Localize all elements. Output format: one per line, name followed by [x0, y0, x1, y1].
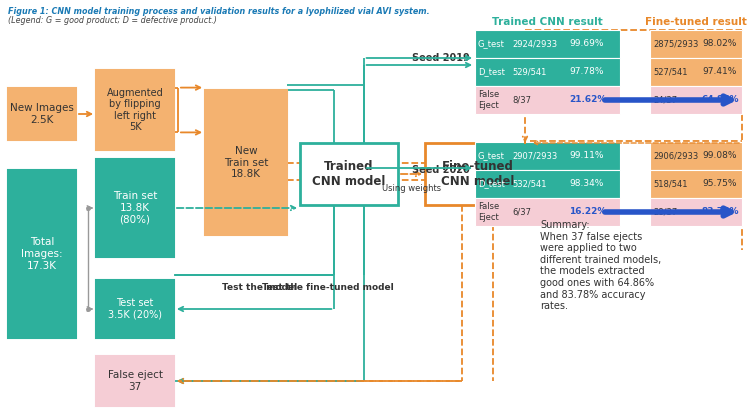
FancyBboxPatch shape — [475, 86, 620, 114]
Text: Fine-tuned result: Fine-tuned result — [645, 17, 747, 27]
Text: Trained
CNN model: Trained CNN model — [312, 160, 386, 188]
Text: Test the fine-tuned model: Test the fine-tuned model — [262, 283, 394, 292]
Text: D_test: D_test — [478, 68, 505, 76]
FancyBboxPatch shape — [475, 30, 620, 58]
Text: G_test: G_test — [478, 39, 505, 48]
Text: 2906/2933: 2906/2933 — [653, 152, 698, 160]
Text: Test the model: Test the model — [221, 283, 297, 292]
Text: (Legend: G = good product; D = defective product.): (Legend: G = good product; D = defective… — [8, 16, 217, 25]
FancyBboxPatch shape — [650, 198, 742, 226]
Text: D_test: D_test — [478, 179, 505, 189]
FancyBboxPatch shape — [475, 198, 620, 226]
FancyBboxPatch shape — [8, 170, 76, 338]
Text: New Images
2.5K: New Images 2.5K — [10, 103, 74, 125]
Text: 2924/2933: 2924/2933 — [512, 39, 557, 48]
Text: False eject
37: False eject 37 — [107, 370, 163, 392]
Text: 64.86%: 64.86% — [702, 95, 740, 105]
FancyBboxPatch shape — [650, 58, 742, 86]
FancyBboxPatch shape — [475, 142, 620, 170]
Text: 99.69%: 99.69% — [569, 39, 604, 48]
Text: New
Train set
18.8K: New Train set 18.8K — [224, 146, 268, 179]
Text: Trained CNN result: Trained CNN result — [492, 17, 603, 27]
Text: Total
Images:
17.3K: Total Images: 17.3K — [21, 237, 63, 270]
Text: 99.11%: 99.11% — [569, 152, 604, 160]
FancyBboxPatch shape — [96, 280, 174, 338]
Text: 518/541: 518/541 — [653, 179, 688, 189]
Text: Augmented
by flipping
left right
5K: Augmented by flipping left right 5K — [106, 88, 164, 132]
Text: Train set
13.8K
(80%): Train set 13.8K (80%) — [112, 192, 158, 225]
Text: 529/541: 529/541 — [512, 68, 546, 76]
Text: 98.02%: 98.02% — [702, 39, 736, 48]
Text: 97.41%: 97.41% — [702, 68, 736, 76]
Text: False
Eject: False Eject — [478, 90, 500, 110]
Text: Test set
3.5K (20%): Test set 3.5K (20%) — [108, 298, 162, 320]
Text: 99.08%: 99.08% — [702, 152, 736, 160]
Text: 8/37: 8/37 — [512, 95, 531, 105]
Text: False
Eject: False Eject — [478, 202, 500, 222]
Text: 28/37: 28/37 — [653, 207, 677, 216]
Text: 98.34%: 98.34% — [569, 179, 603, 189]
Text: Figure 1: CNN model training process and validation results for a lyophilized vi: Figure 1: CNN model training process and… — [8, 7, 430, 16]
Text: 95.75%: 95.75% — [702, 179, 736, 189]
FancyBboxPatch shape — [205, 90, 287, 235]
FancyBboxPatch shape — [425, 143, 530, 205]
FancyBboxPatch shape — [650, 86, 742, 114]
FancyBboxPatch shape — [96, 159, 174, 257]
Text: Summary:
When 37 false ejects
were applied to two
different trained models,
the : Summary: When 37 false ejects were appli… — [540, 220, 662, 311]
Text: 527/541: 527/541 — [653, 68, 688, 76]
Text: Using weights: Using weights — [382, 184, 441, 193]
Text: G_test: G_test — [478, 152, 505, 160]
FancyBboxPatch shape — [650, 170, 742, 198]
Text: 21.62%: 21.62% — [569, 95, 606, 105]
FancyBboxPatch shape — [475, 170, 620, 198]
Text: 2875/2933: 2875/2933 — [653, 39, 698, 48]
Text: 6/37: 6/37 — [512, 207, 531, 216]
Text: Seed 2019: Seed 2019 — [413, 53, 470, 63]
Text: 83.78%: 83.78% — [702, 207, 740, 216]
FancyBboxPatch shape — [96, 70, 174, 150]
FancyBboxPatch shape — [475, 58, 620, 86]
FancyBboxPatch shape — [300, 143, 398, 205]
FancyBboxPatch shape — [650, 30, 742, 58]
FancyBboxPatch shape — [8, 88, 76, 140]
Text: Seed 2020: Seed 2020 — [413, 165, 470, 175]
Text: 97.78%: 97.78% — [569, 68, 604, 76]
Text: 2907/2933: 2907/2933 — [512, 152, 557, 160]
Text: 24/37: 24/37 — [653, 95, 677, 105]
FancyBboxPatch shape — [650, 142, 742, 170]
Text: 532/541: 532/541 — [512, 179, 547, 189]
Text: Fine-tuned
CNN model: Fine-tuned CNN model — [441, 160, 515, 188]
FancyBboxPatch shape — [96, 356, 174, 406]
Text: 16.22%: 16.22% — [569, 207, 606, 216]
